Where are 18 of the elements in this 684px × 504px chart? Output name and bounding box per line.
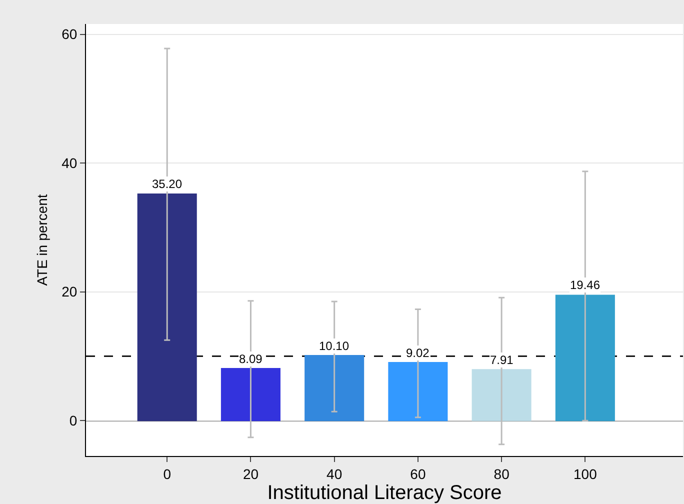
- data-label: 8.09: [239, 352, 263, 366]
- data-label: 9.02: [406, 346, 430, 360]
- data-label: 10.10: [319, 339, 350, 353]
- x-tick-label: 40: [326, 466, 342, 482]
- x-tick-label: 20: [242, 466, 259, 482]
- y-tick-label: 20: [62, 284, 78, 300]
- y-axis-title: ATE in percent: [34, 194, 50, 286]
- x-axis-title: Institutional Literacy Score: [267, 482, 502, 504]
- x-tick-label: 60: [410, 466, 426, 482]
- data-label: 35.20: [152, 177, 182, 191]
- data-label: 19.46: [570, 278, 600, 292]
- y-tick-label: 60: [62, 26, 78, 42]
- y-tick-label: 0: [69, 412, 78, 428]
- y-tick-label: 40: [62, 154, 78, 171]
- x-tick-label: 0: [163, 466, 172, 482]
- data-label: 7.91: [490, 353, 514, 367]
- x-tick-label: 100: [573, 466, 598, 482]
- x-tick-label: 80: [494, 466, 510, 482]
